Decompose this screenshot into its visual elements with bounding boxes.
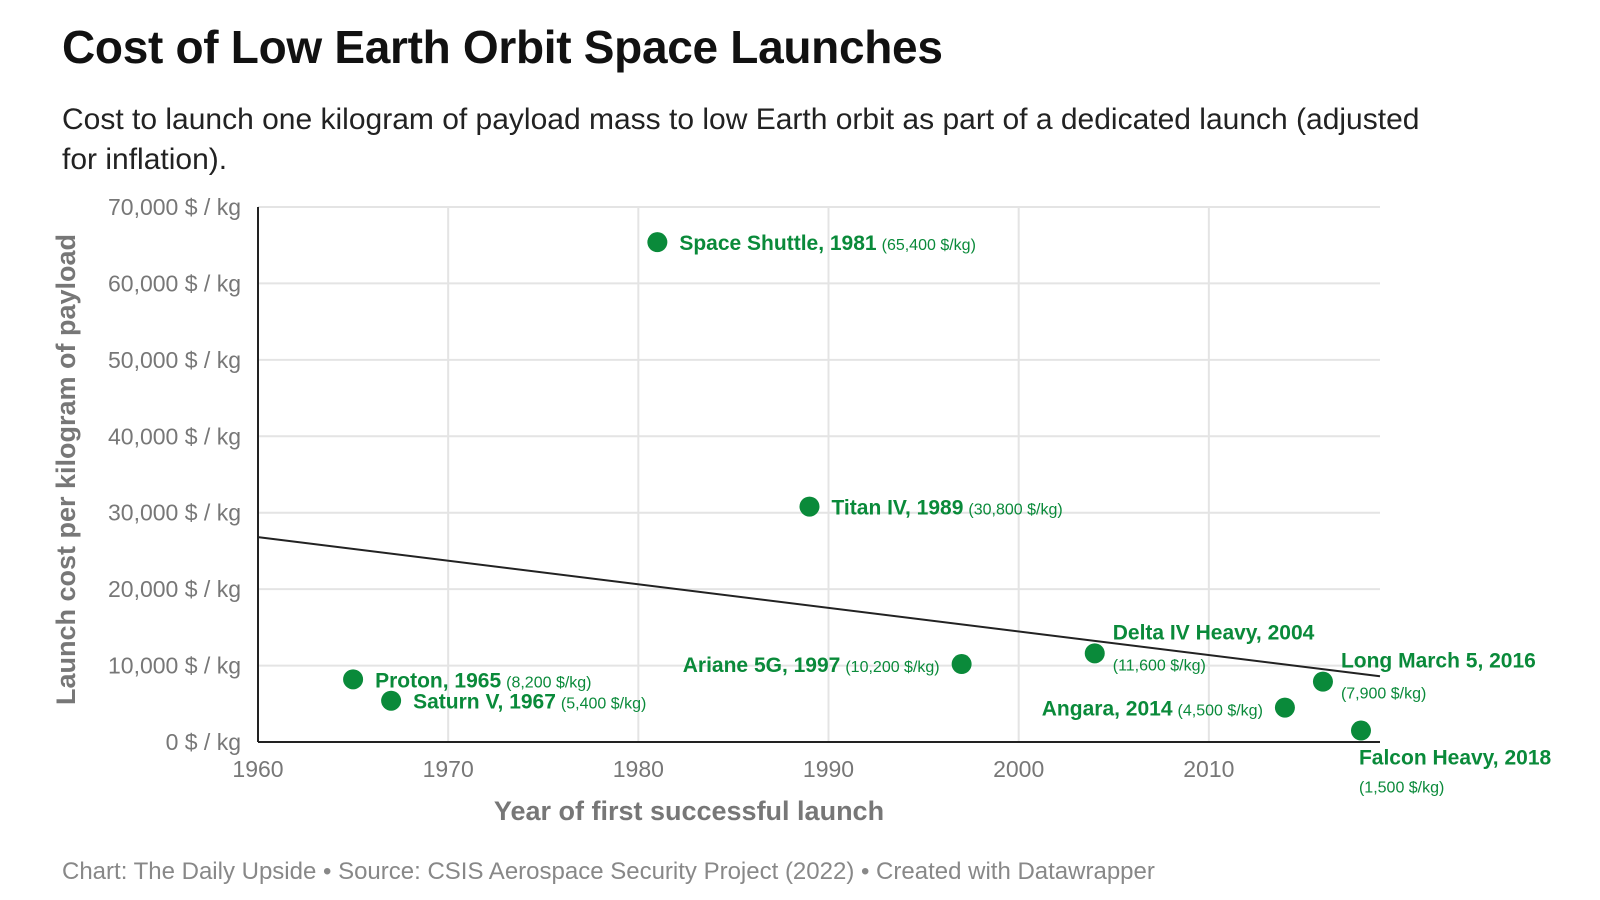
y-tick-label: 30,000 $ / kg xyxy=(108,500,241,526)
y-tick-label: 70,000 $ / kg xyxy=(108,194,241,220)
data-label-name: Ariane 5G, 1997 xyxy=(683,654,841,677)
data-label-value: (1,500 $/kg) xyxy=(1359,780,1444,797)
x-tick-label: 1980 xyxy=(613,756,664,782)
y-tick-label: 20,000 $ / kg xyxy=(108,576,241,602)
data-label-name: Space Shuttle, 1981 xyxy=(679,232,877,255)
data-label-name: Long March 5, 2016 xyxy=(1341,650,1536,673)
y-tick-label: 0 $ / kg xyxy=(166,729,241,755)
data-point xyxy=(647,232,668,253)
data-label-name: Proton, 1965 xyxy=(375,669,501,692)
y-tick-label: 60,000 $ / kg xyxy=(108,270,241,296)
data-point xyxy=(799,496,820,517)
data-label: Titan IV, 1989 (30,800 $/kg) xyxy=(831,497,1062,520)
x-tick-label: 1970 xyxy=(423,756,474,782)
data-label-value: (8,200 $/kg) xyxy=(506,674,591,691)
data-label-name: Falcon Heavy, 2018 xyxy=(1359,747,1552,770)
data-label: Saturn V, 1967 (5,400 $/kg) xyxy=(413,691,646,714)
trendline xyxy=(257,536,1381,678)
data-label-name: Angara, 2014 xyxy=(1042,698,1173,721)
data-label-name: Delta IV Heavy, 2004 xyxy=(1113,621,1315,644)
data-labels: Proton, 1965 (8,200 $/kg)Saturn V, 1967 (5… xyxy=(375,232,1551,796)
data-label-name: Saturn V, 1967 xyxy=(413,691,556,714)
data-point xyxy=(1274,697,1295,718)
y-tick-label: 40,000 $ / kg xyxy=(108,423,241,449)
axes xyxy=(257,207,1380,743)
data-label-value: (10,200 $/kg) xyxy=(845,659,939,676)
data-points xyxy=(343,232,1371,741)
data-point xyxy=(1312,671,1333,692)
x-tick-label: 2010 xyxy=(1183,756,1234,782)
chart-subtitle: Cost to launch one kilogram of payload m… xyxy=(62,103,1420,176)
x-axis-label: Year of first successful launch xyxy=(494,796,884,826)
data-label-value: (11,600 $/kg) xyxy=(1113,657,1206,674)
y-tick-label: 10,000 $ / kg xyxy=(108,653,241,679)
gridlines xyxy=(258,206,1380,742)
y-axis-label: Launch cost per kilogram of payload xyxy=(51,234,81,705)
data-label-value: (30,800 $/kg) xyxy=(968,502,1062,519)
data-label-value: (65,400 $/kg) xyxy=(882,237,976,254)
data-point xyxy=(1350,720,1371,741)
data-point xyxy=(381,690,402,711)
x-tick-label: 1960 xyxy=(232,756,283,782)
data-point xyxy=(1084,643,1105,664)
trendline-group xyxy=(257,536,1381,678)
y-tick-label: 50,000 $ / kg xyxy=(108,347,241,373)
data-point xyxy=(951,654,972,675)
x-tick-label: 1990 xyxy=(803,756,854,782)
tick-labels: 0 $ / kg 10,000 $ / kg 20,000 $ / kg 30,000… xyxy=(108,194,1234,782)
data-label: Space Shuttle, 1981 (65,400 $/kg) xyxy=(679,232,976,255)
chart-footer: Chart: The Daily Upside • Source: CSIS A… xyxy=(62,858,1155,885)
x-tick-label: 2000 xyxy=(993,756,1044,782)
data-label-value: (7,900 $/kg) xyxy=(1341,686,1426,703)
data-label: Proton, 1965 (8,200 $/kg) xyxy=(375,669,591,692)
data-point xyxy=(343,669,364,690)
chart-title: Cost of Low Earth Orbit Space Launches xyxy=(62,21,943,73)
data-label-value: (5,400 $/kg) xyxy=(561,696,646,713)
data-label-value: (4,500 $/kg) xyxy=(1178,703,1263,720)
data-label: Angara, 2014 (4,500 $/kg) xyxy=(1042,698,1263,721)
data-label: Ariane 5G, 1997 (10,200 $/kg) xyxy=(683,654,940,677)
data-label-name: Titan IV, 1989 xyxy=(831,497,963,520)
